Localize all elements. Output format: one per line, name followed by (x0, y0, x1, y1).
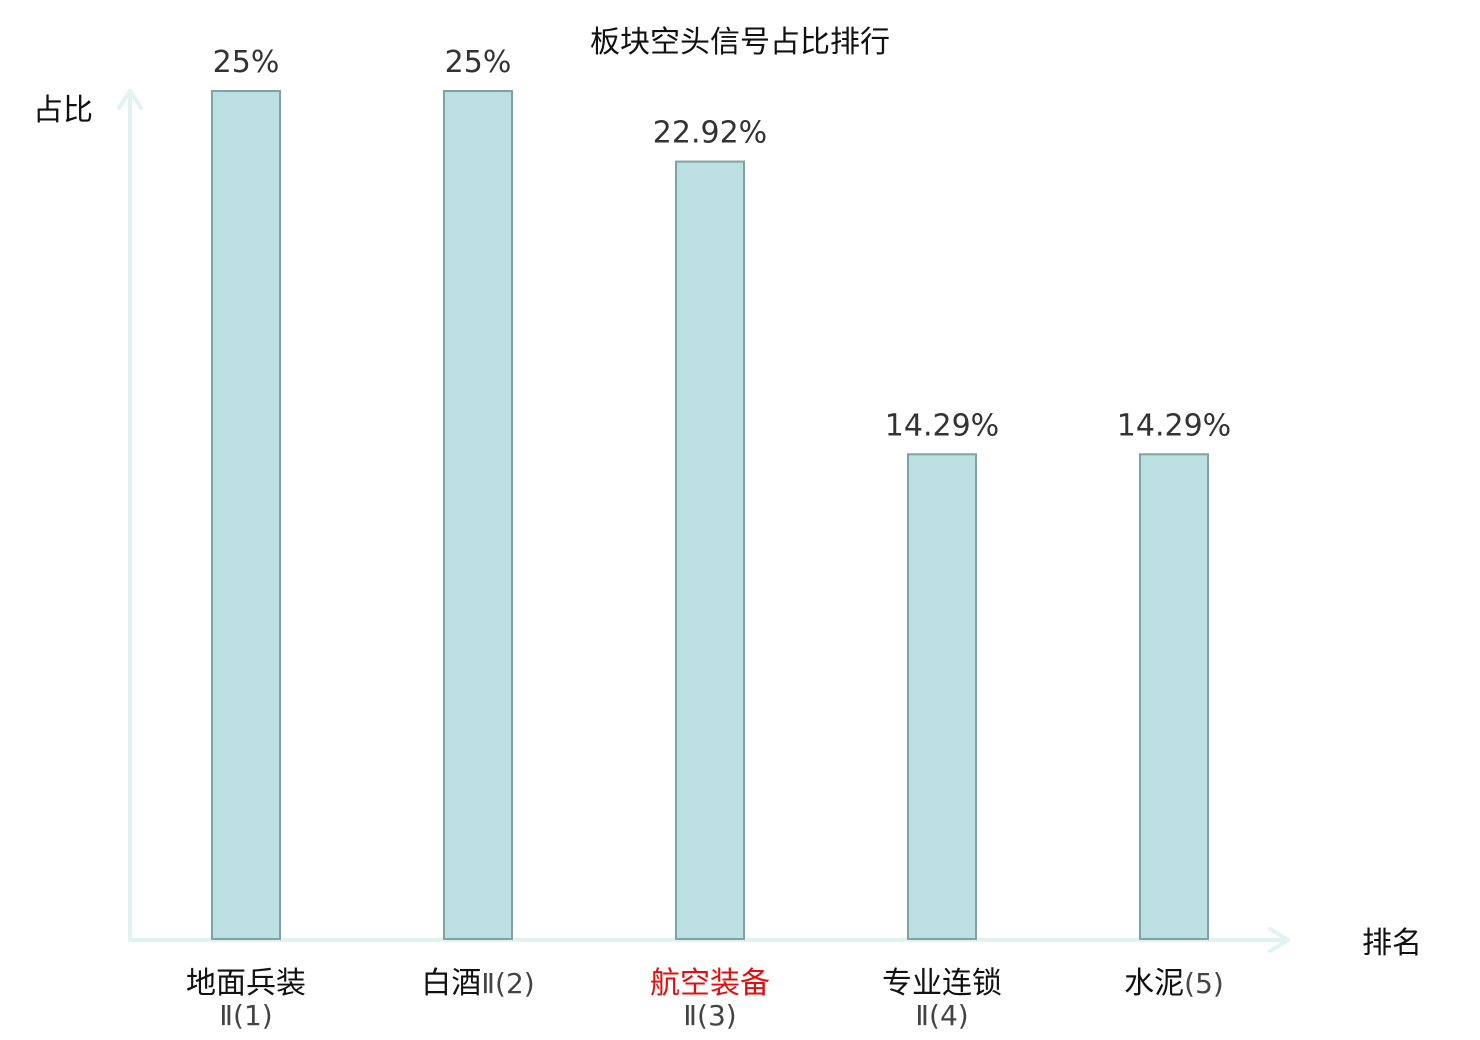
x-axis-label: 排名 (1362, 926, 1422, 961)
tick-label-rank-4: Ⅱ(4) (915, 999, 968, 1032)
value-label-4: 14.29% (885, 408, 999, 443)
tick-label-name-1: 地面兵装 (186, 966, 306, 1001)
tick-label-name-3: 航空装备 (650, 966, 770, 1001)
tick-label-name-5: 水泥 (1124, 966, 1184, 1001)
chart-title: 板块空头信号占比排行 (590, 25, 890, 60)
value-label-1: 25% (213, 45, 280, 80)
tick-label-5: 水泥(5) (1124, 966, 1224, 1001)
tick-label-2: 白酒Ⅱ(2) (421, 966, 534, 1001)
bar-4 (907, 453, 977, 940)
y-axis-arrow-icon (117, 89, 143, 110)
bar-3 (675, 160, 745, 941)
tick-label-rank-5: (5) (1184, 967, 1224, 1000)
tick-label-rank-2: Ⅱ(2) (481, 967, 534, 1000)
value-label-2: 25% (445, 45, 512, 80)
tick-label-name-2: 白酒 (421, 966, 481, 1001)
bar-1 (211, 90, 281, 940)
tick-label-name-4: 专业连锁 (882, 966, 1002, 1001)
value-label-3: 22.92% (653, 116, 767, 151)
value-label-5: 14.29% (1117, 408, 1231, 443)
y-axis-label: 占比 (33, 93, 93, 128)
tick-label-rank-1: Ⅱ(1) (219, 999, 272, 1032)
bar-2 (443, 90, 513, 940)
tick-label-rank-3: Ⅱ(3) (683, 999, 736, 1032)
x-axis-arrow-icon (1268, 927, 1290, 953)
bar-5 (1139, 453, 1209, 940)
